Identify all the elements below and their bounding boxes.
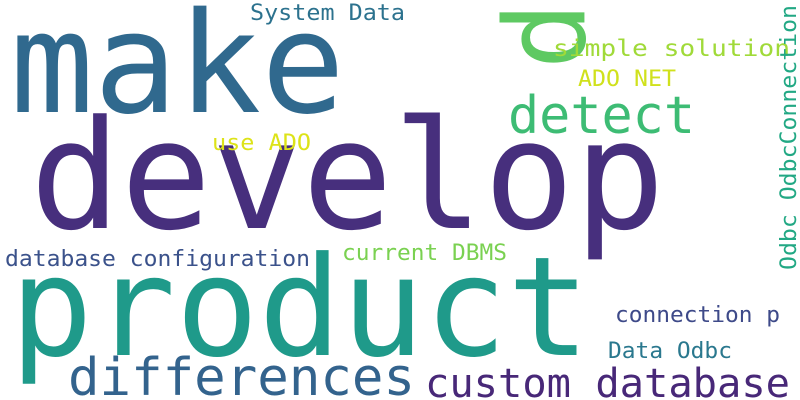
word: Odbc OdbcConnection (777, 5, 800, 270)
word: product (10, 227, 590, 388)
word: use ADO (212, 131, 311, 156)
word: custom database (425, 361, 790, 400)
word: simple solution (553, 36, 790, 62)
word: detect (508, 86, 695, 146)
word: current DBMS (342, 241, 507, 266)
word: differences (68, 348, 415, 400)
word: Data Odbc (608, 339, 732, 364)
word: System Data (250, 1, 405, 26)
word: make (10, 0, 345, 146)
word: connection p (615, 303, 780, 328)
word: develop (30, 88, 665, 264)
word: p (496, 2, 626, 69)
word: database configuration (5, 247, 310, 272)
word: ADO NET (578, 67, 676, 92)
